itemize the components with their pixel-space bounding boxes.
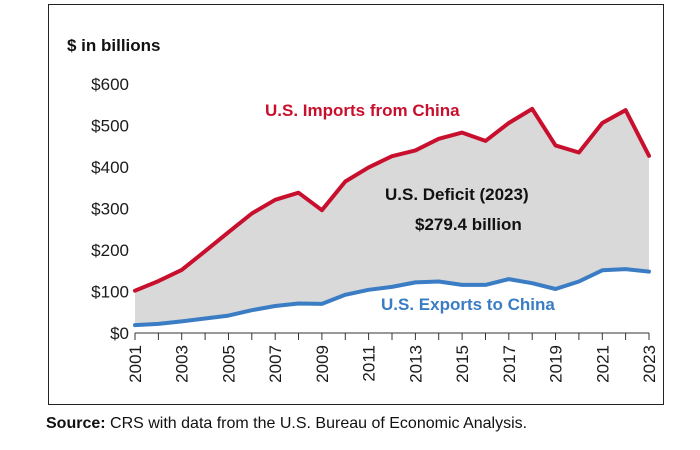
y-unit-label: $ in billions xyxy=(67,36,161,55)
y-tick-label: $100 xyxy=(91,283,129,302)
x-tick-label: 2015 xyxy=(453,345,472,383)
x-tick-label: 2001 xyxy=(126,345,145,383)
y-axis: $0 $100 $200 $300 $400 $500 $600 xyxy=(91,75,129,343)
y-tick-label: $300 xyxy=(91,200,129,219)
x-tick-label: 2019 xyxy=(547,345,566,383)
imports-series-label: U.S. Imports from China xyxy=(265,101,460,120)
x-tick-label: 2011 xyxy=(360,345,379,382)
y-tick-label: $400 xyxy=(91,158,129,177)
y-tick-label: $600 xyxy=(91,75,129,94)
chart-frame: $ in billions $0 $100 $200 $300 $400 $500 $600… xyxy=(48,4,664,405)
exports-series-label: U.S. Exports to China xyxy=(381,295,555,314)
deficit-area xyxy=(135,108,649,326)
deficit-annotation-line2: $279.4 billion xyxy=(415,215,522,234)
x-tick-label: 2009 xyxy=(313,345,332,383)
x-tick-label: 2017 xyxy=(500,345,519,383)
series-lines xyxy=(133,106,651,328)
x-tick-label: 2013 xyxy=(406,345,425,383)
chart-svg: $ in billions $0 $100 $200 $300 $400 $500 $600… xyxy=(67,36,659,383)
x-tick-label: 2007 xyxy=(266,345,285,383)
x-axis: 2001 2003 2005 2007 2009 2011 2013 2015 2017 2019… xyxy=(126,332,659,383)
y-tick-label: $500 xyxy=(91,117,129,136)
x-tick-label: 2005 xyxy=(220,345,239,383)
deficit-annotation-line1: U.S. Deficit (2023) xyxy=(385,185,529,204)
y-tick-label: $0 xyxy=(110,324,129,343)
deficit-area-layer xyxy=(135,108,649,326)
y-tick-label: $200 xyxy=(91,241,129,260)
source-note: Source: CRS with data from the U.S. Bure… xyxy=(46,415,527,433)
x-tick-label: 2023 xyxy=(640,345,659,383)
x-tick-label: 2021 xyxy=(593,345,612,383)
x-tick-label: 2003 xyxy=(173,345,192,383)
source-text: CRS with data from the U.S. Bureau of Ec… xyxy=(105,415,528,432)
source-label: Source: xyxy=(46,415,106,432)
